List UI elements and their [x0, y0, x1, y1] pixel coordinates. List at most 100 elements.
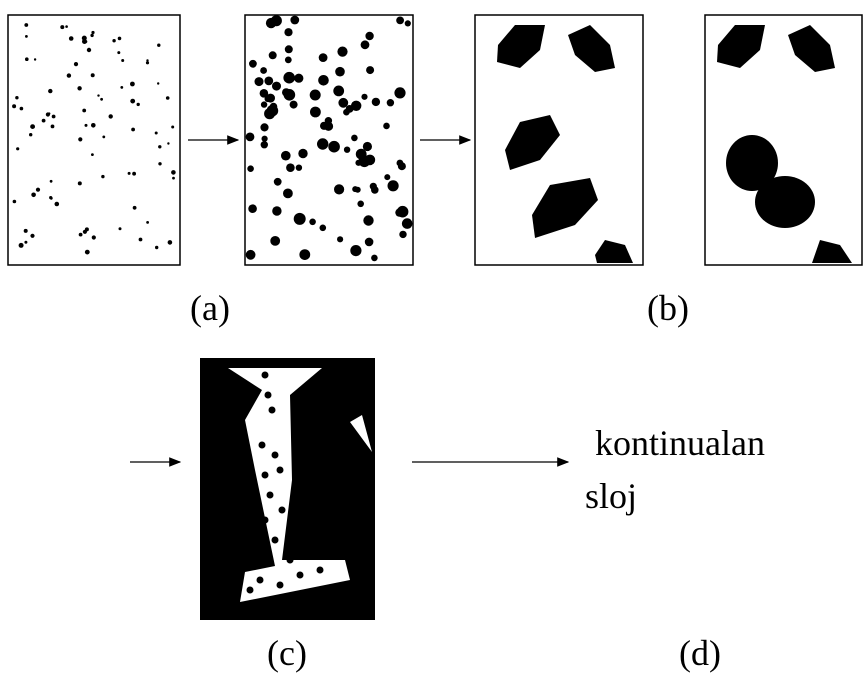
dot	[146, 59, 149, 62]
dot	[289, 100, 298, 109]
dot	[256, 576, 264, 584]
dot	[49, 196, 53, 200]
dot	[259, 89, 269, 98]
dot	[91, 123, 96, 128]
dot	[320, 121, 329, 130]
dot	[401, 218, 413, 229]
dot	[33, 58, 37, 61]
dot	[363, 215, 374, 226]
dot	[90, 33, 94, 38]
dot	[357, 200, 365, 208]
dot	[343, 146, 351, 153]
dot	[299, 249, 311, 260]
dot	[333, 85, 345, 97]
dot	[86, 47, 92, 53]
dot	[35, 187, 41, 192]
dot	[24, 23, 29, 27]
dot	[266, 93, 275, 103]
dot	[383, 122, 390, 130]
dot	[158, 145, 162, 149]
result-text: sloj	[585, 476, 637, 516]
dot	[108, 114, 113, 119]
dot	[284, 56, 292, 64]
dot	[318, 53, 328, 62]
dot	[387, 180, 399, 192]
dot	[157, 82, 160, 85]
result-text: kontinualan	[595, 423, 765, 463]
dot	[296, 571, 304, 579]
dot	[396, 159, 404, 167]
dot	[351, 100, 362, 112]
dot	[261, 135, 268, 142]
dot	[48, 112, 51, 115]
dot	[366, 66, 375, 75]
dot	[371, 254, 378, 262]
dot	[352, 186, 359, 193]
dot	[364, 237, 374, 247]
dot	[101, 174, 105, 179]
dot	[127, 171, 131, 175]
dot	[78, 232, 83, 237]
dot	[328, 140, 340, 153]
dot	[319, 224, 327, 232]
dot	[136, 102, 140, 107]
dot	[269, 102, 278, 111]
dot	[254, 77, 264, 87]
dot	[265, 17, 277, 29]
dot	[338, 97, 349, 108]
dot	[66, 73, 72, 78]
dot	[272, 81, 281, 91]
dot	[49, 179, 53, 183]
dot	[158, 162, 162, 166]
dot	[81, 35, 87, 41]
dot	[337, 236, 344, 243]
label-b: (b)	[647, 288, 689, 328]
dot	[281, 150, 291, 161]
dot	[272, 206, 282, 216]
dot	[16, 147, 20, 151]
clusters	[497, 25, 852, 263]
dot	[100, 97, 103, 101]
dot	[295, 164, 303, 171]
dot	[167, 142, 170, 145]
dot	[24, 240, 28, 244]
dot	[15, 96, 19, 100]
dot	[145, 61, 150, 65]
dot	[261, 371, 269, 379]
dot	[117, 36, 122, 41]
layer-shape	[228, 368, 350, 602]
dot	[91, 235, 96, 240]
dot	[399, 230, 407, 239]
dot	[396, 16, 404, 25]
dot	[266, 491, 274, 499]
dot	[355, 148, 367, 160]
dot	[155, 245, 159, 250]
dot	[284, 45, 293, 54]
dot	[102, 135, 106, 139]
dot	[50, 124, 55, 129]
dot	[97, 94, 100, 97]
dot	[286, 556, 294, 564]
dot	[286, 163, 295, 172]
dot	[18, 242, 24, 248]
small-dots	[12, 23, 176, 255]
dot	[335, 66, 345, 77]
dot	[249, 59, 257, 68]
dot	[334, 184, 345, 195]
dot	[30, 233, 35, 238]
dot	[396, 205, 409, 218]
dot	[350, 245, 362, 257]
dot	[19, 106, 24, 111]
dot	[51, 114, 56, 119]
dot	[23, 228, 28, 233]
dot	[90, 73, 95, 78]
dot	[362, 141, 372, 152]
dot	[12, 104, 17, 109]
dot	[117, 51, 121, 55]
dot	[271, 536, 279, 544]
dot	[276, 466, 284, 474]
dot	[337, 46, 348, 57]
dot	[120, 86, 124, 89]
label-d: (d)	[679, 633, 721, 673]
